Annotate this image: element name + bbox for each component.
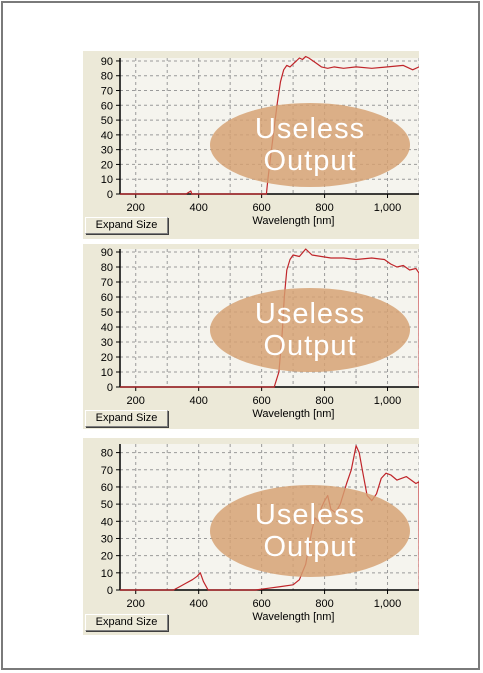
y-tick-label: 0 (107, 189, 113, 201)
x-tick-label: 200 (127, 598, 145, 610)
x-tick-label: 800 (315, 598, 333, 610)
y-tick-label: 40 (101, 130, 113, 142)
x-tick-label: 800 (315, 395, 333, 407)
x-tick-label: 800 (315, 202, 333, 214)
y-tick-label: 0 (107, 585, 113, 597)
spectrum-chart-1: 0 10 20 30 40 50 60 70 80 90 200 400 600 800 1,000 Wave… (83, 51, 419, 239)
y-tick-label: 60 (101, 100, 113, 112)
y-tick-label: 80 (101, 262, 113, 274)
spectrum-chart-2: 0 10 20 30 40 50 60 70 80 90 200 400 600 800 1,000 Wave… (83, 244, 419, 429)
y-tick-label: 20 (101, 159, 113, 171)
y-tick-label: 60 (101, 482, 113, 494)
x-axis-label: Wavelength [nm] (252, 408, 334, 420)
x-tick-label: 200 (127, 395, 145, 407)
x-tick-label: 400 (190, 202, 208, 214)
overlay-line-2: Output (263, 531, 357, 563)
overlay-line-1: Useless (254, 298, 366, 330)
overlay-line-1: Useless (254, 499, 366, 531)
y-tick-label: 10 (101, 367, 113, 379)
x-tick-label: 200 (127, 202, 145, 214)
useless-output-overlay: Useless Output (210, 485, 410, 577)
y-tick-label: 50 (101, 499, 113, 511)
overlay-line-1: Useless (254, 113, 366, 145)
y-tick-label: 80 (101, 448, 113, 460)
y-tick-label: 90 (101, 56, 113, 68)
expand-size-button[interactable]: Expand Size (85, 410, 168, 427)
x-axis-label: Wavelength [nm] (252, 215, 334, 227)
y-tick-label: 60 (101, 292, 113, 304)
y-tick-label: 10 (101, 174, 113, 186)
y-tick-label: 0 (107, 382, 113, 394)
x-tick-label: 400 (190, 598, 208, 610)
overlay-line-2: Output (263, 145, 357, 177)
y-tick-label: 10 (101, 568, 113, 580)
expand-size-button[interactable]: Expand Size (85, 217, 168, 234)
x-tick-label: 1,000 (374, 598, 402, 610)
spectrum-series-line (120, 55, 419, 195)
y-tick-label: 90 (101, 247, 113, 259)
y-tick-label: 50 (101, 115, 113, 127)
x-axis-label: Wavelength [nm] (252, 611, 334, 623)
x-tick-label: 400 (190, 395, 208, 407)
x-tick-label: 600 (252, 202, 270, 214)
y-tick-label: 20 (101, 352, 113, 364)
y-tick-label: 70 (101, 277, 113, 289)
y-tick-label: 70 (101, 465, 113, 477)
y-tick-label: 30 (101, 145, 113, 157)
spectrum-chart-3: 0 10 20 30 40 50 60 70 80 200 400 600 800 1,000 Wavele… (83, 438, 419, 635)
useless-output-overlay: Useless Output (210, 288, 410, 372)
x-tick-label: 1,000 (374, 395, 402, 407)
expand-size-button[interactable]: Expand Size (85, 614, 168, 631)
useless-output-overlay: Useless Output (210, 103, 410, 187)
x-tick-label: 600 (252, 395, 270, 407)
y-tick-label: 80 (101, 71, 113, 83)
y-tick-label: 40 (101, 516, 113, 528)
y-tick-label: 70 (101, 86, 113, 98)
y-tick-label: 30 (101, 337, 113, 349)
y-tick-label: 20 (101, 551, 113, 563)
x-tick-label: 1,000 (374, 202, 402, 214)
y-tick-label: 50 (101, 307, 113, 319)
y-tick-label: 40 (101, 322, 113, 334)
y-tick-label: 30 (101, 533, 113, 545)
overlay-line-2: Output (263, 330, 357, 362)
x-tick-label: 600 (252, 598, 270, 610)
